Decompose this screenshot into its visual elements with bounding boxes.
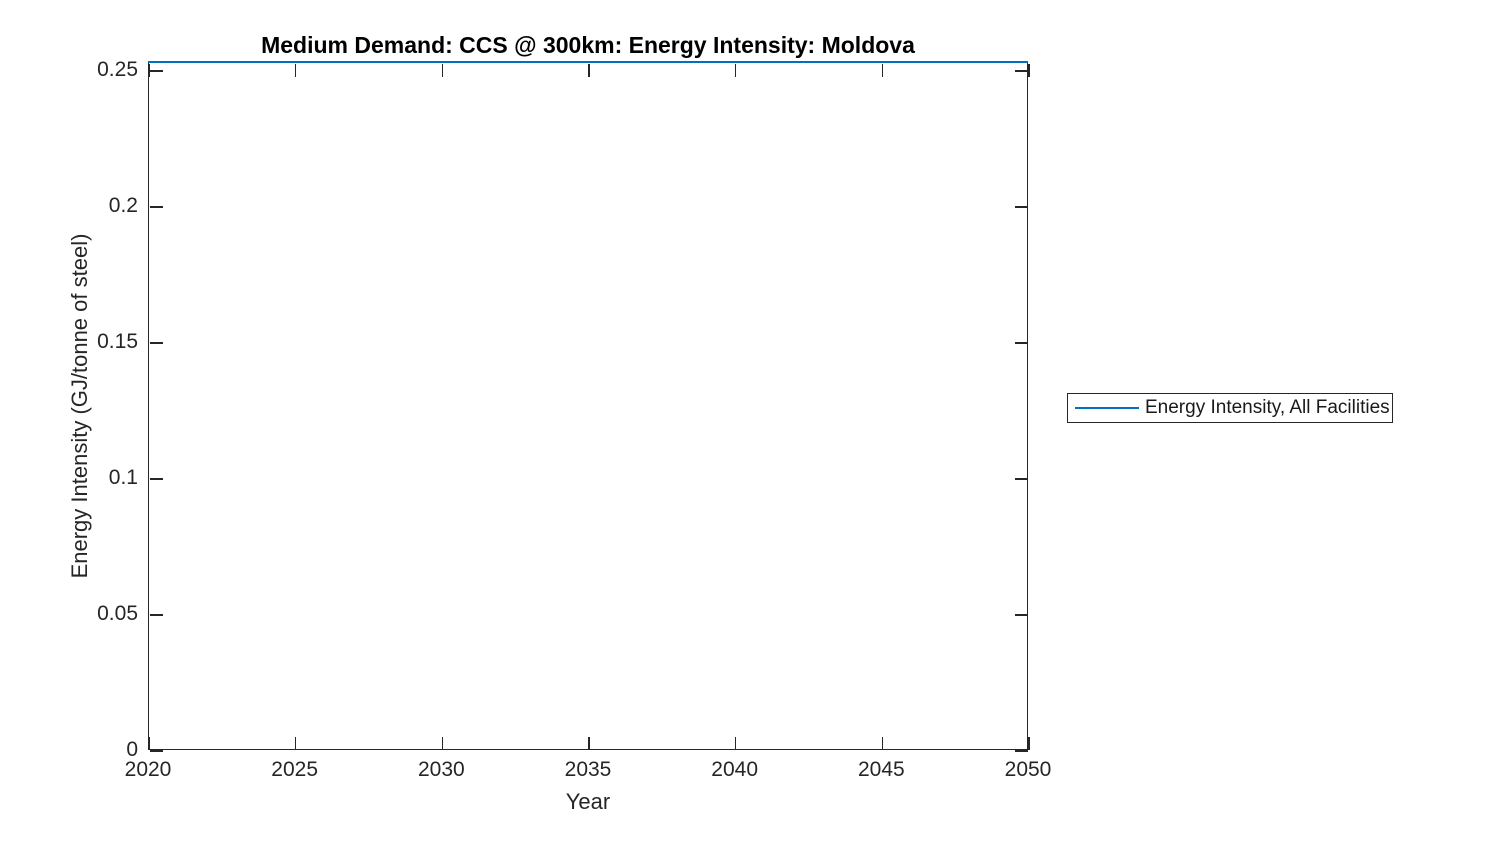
axis-tick-mark xyxy=(881,737,884,750)
y-axis-label: Energy Intensity (GJ/tonne of steel) xyxy=(67,233,92,579)
y-tick-label: 0.25 xyxy=(97,57,138,81)
axis-tick-mark xyxy=(294,64,297,77)
legend-box: Energy Intensity, All Facilities xyxy=(1067,393,1393,423)
axis-tick-mark xyxy=(1015,478,1028,480)
axis-tick-mark xyxy=(148,737,150,750)
x-tick-label: 2035 xyxy=(564,758,612,781)
x-tick-label: 2025 xyxy=(271,758,319,781)
y-tick-label: 0.1 xyxy=(108,465,138,489)
axis-tick-mark xyxy=(1015,614,1028,616)
y-tick-label: 0 xyxy=(126,738,138,761)
x-tick-label: 2045 xyxy=(857,758,905,781)
y-tick-label: 0.15 xyxy=(97,329,138,353)
x-tick-label: 2040 xyxy=(711,758,759,781)
axis-tick-mark xyxy=(734,64,737,77)
axis-tick-mark xyxy=(1015,342,1028,344)
x-tick-label: 2020 xyxy=(124,758,172,781)
axis-tick-mark xyxy=(441,64,444,77)
axis-tick-mark xyxy=(150,342,163,344)
axis-tick-mark xyxy=(150,614,163,616)
y-tick-label: 0.05 xyxy=(97,601,138,625)
axis-tick-mark xyxy=(881,64,884,77)
axis-tick-mark xyxy=(441,737,444,750)
axis-tick-mark xyxy=(588,737,590,750)
chart-title: Medium Demand: CCS @ 300km: Energy Inten… xyxy=(261,32,915,58)
y-tick-label: 0.2 xyxy=(108,193,138,217)
axis-tick-mark xyxy=(150,478,163,480)
axis-tick-mark xyxy=(148,64,150,77)
axis-tick-mark xyxy=(1015,70,1028,72)
legend-line-sample xyxy=(1075,407,1139,409)
x-tick-label: 2030 xyxy=(417,758,465,781)
axis-tick-mark xyxy=(150,70,163,72)
legend-entry-label: Energy Intensity, All Facilities xyxy=(1145,397,1390,418)
x-axis-label: Year xyxy=(565,789,611,814)
x-tick-label: 2050 xyxy=(1004,758,1052,781)
axis-tick-mark xyxy=(1015,750,1028,752)
axis-tick-mark xyxy=(1015,206,1028,208)
axis-tick-mark xyxy=(1028,737,1030,750)
axis-tick-mark xyxy=(734,737,737,750)
axis-tick-mark xyxy=(294,737,297,750)
axis-tick-mark xyxy=(150,750,163,752)
axis-tick-mark xyxy=(588,64,590,77)
data-line-layer xyxy=(148,61,1028,63)
axis-tick-mark xyxy=(150,206,163,208)
plot-area xyxy=(148,62,1030,752)
axis-tick-mark xyxy=(1028,64,1030,77)
